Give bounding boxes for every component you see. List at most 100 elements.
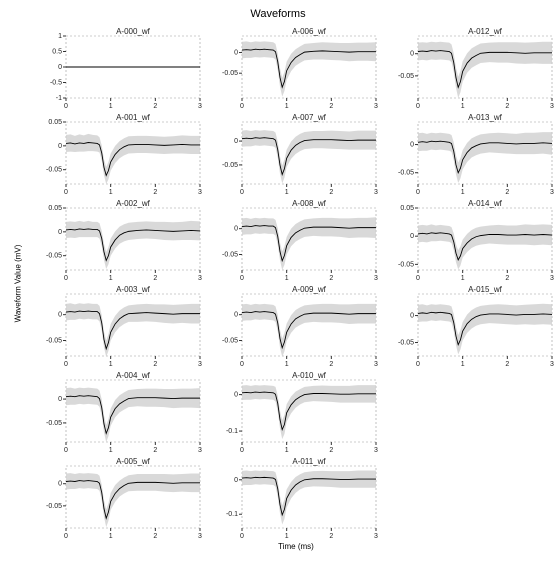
subplot-title: A-001_wf — [116, 113, 151, 122]
x-tick-label: 2 — [329, 533, 333, 540]
x-tick-label: 1 — [109, 361, 113, 368]
y-tick-label: -0.1 — [226, 511, 238, 518]
x-tick-label: 2 — [505, 275, 509, 282]
y-tick-label: 0.5 — [52, 49, 62, 56]
y-tick-label: -0.05 — [46, 338, 62, 345]
subplot-title: A-005_wf — [116, 457, 151, 466]
x-tick-label: 1 — [109, 447, 113, 454]
x-tick-label: 3 — [198, 103, 202, 110]
y-tick-label: 0 — [58, 396, 62, 403]
x-tick-label: 3 — [550, 361, 554, 368]
x-tick-label: 2 — [153, 533, 157, 540]
x-tick-label: 1 — [285, 189, 289, 196]
y-tick-label: -0.05 — [46, 503, 62, 510]
panel-slot — [388, 370, 556, 454]
waveform-panel: 0123-0.050A-013_wf — [388, 112, 556, 196]
x-tick-label: 2 — [329, 189, 333, 196]
x-tick-label: 0 — [64, 361, 68, 368]
x-tick-label: 2 — [329, 447, 333, 454]
confidence-band — [242, 470, 376, 524]
x-tick-label: 2 — [505, 361, 509, 368]
x-tick-label: 2 — [329, 275, 333, 282]
x-tick-label: 3 — [198, 361, 202, 368]
y-tick-label: -0.05 — [46, 420, 62, 427]
subplot-title: A-006_wf — [292, 27, 327, 36]
panel-slot: 0123-1-0.500.51A-000_wf — [36, 26, 204, 110]
x-axis-label: Time (ms) — [36, 542, 556, 558]
y-tick-label: -0.05 — [46, 253, 62, 260]
x-tick-label: 2 — [153, 275, 157, 282]
x-tick-label: 0 — [416, 189, 420, 196]
y-tick-label: 0 — [234, 138, 238, 145]
subplot-title: A-012_wf — [468, 27, 503, 36]
y-tick-label: 0.05 — [400, 205, 414, 212]
waveform-panel: 0123-0.0500.05A-002_wf — [36, 198, 204, 282]
x-tick-label: 1 — [285, 447, 289, 454]
subplot-title: A-007_wf — [292, 113, 327, 122]
subplot-title: A-014_wf — [468, 199, 503, 208]
panel-slot: 0123-0.050A-004_wf — [36, 370, 204, 454]
y-tick-label: -0.05 — [222, 252, 238, 259]
y-tick-label: -0.05 — [222, 338, 238, 345]
waveform-panel: 0123-0.050A-005_wf — [36, 456, 204, 540]
panel-slot: 0123-0.0500.05A-014_wf — [388, 198, 556, 282]
subplot-title: A-011_wf — [292, 457, 326, 466]
subplot-title: A-000_wf — [116, 27, 151, 36]
y-tick-label: 0 — [58, 143, 62, 150]
y-tick-label: -0.05 — [398, 73, 414, 80]
x-tick-label: 3 — [198, 189, 202, 196]
x-tick-label: 2 — [153, 447, 157, 454]
y-tick-label: 0 — [410, 51, 414, 58]
x-tick-label: 2 — [505, 189, 509, 196]
x-tick-label: 0 — [240, 103, 244, 110]
x-tick-label: 3 — [550, 189, 554, 196]
x-tick-label: 3 — [198, 275, 202, 282]
panel-slot: 0123-0.10A-010_wf — [212, 370, 380, 454]
panel-slot: 0123-0.0500.05A-001_wf — [36, 112, 204, 196]
x-tick-label: 0 — [240, 275, 244, 282]
waveform-panel: 0123-0.10A-011_wf — [212, 456, 380, 540]
y-tick-label: -0.05 — [222, 162, 238, 169]
y-tick-label: -0.05 — [46, 167, 62, 174]
subplot-title: A-009_wf — [292, 285, 327, 294]
panel-slot: 0123-0.0500.05A-002_wf — [36, 198, 204, 282]
subplot-title: A-015_wf — [468, 285, 503, 294]
confidence-band — [242, 385, 376, 439]
x-tick-label: 0 — [64, 103, 68, 110]
confidence-band — [66, 134, 200, 184]
x-tick-label: 0 — [64, 533, 68, 540]
subplot-title: A-002_wf — [116, 199, 151, 208]
y-tick-label: 0 — [234, 392, 238, 399]
panel-slot: 0123-0.050A-015_wf — [388, 284, 556, 368]
panel-slot: 0123-0.050A-013_wf — [388, 112, 556, 196]
y-tick-label: 0 — [58, 481, 62, 488]
panel-border — [242, 294, 376, 356]
panel-slot: 0123-0.050A-009_wf — [212, 284, 380, 368]
x-tick-label: 2 — [505, 103, 509, 110]
x-tick-label: 2 — [329, 361, 333, 368]
subplot-title: A-010_wf — [292, 371, 327, 380]
y-tick-label: -0.05 — [398, 261, 414, 268]
y-tick-label: -1 — [56, 95, 62, 102]
x-tick-label: 1 — [109, 533, 113, 540]
panel-slot: 0123-0.050A-012_wf — [388, 26, 556, 110]
x-tick-label: 1 — [461, 361, 465, 368]
waveform-panel: 0123-0.050A-009_wf — [212, 284, 380, 368]
x-tick-label: 0 — [64, 447, 68, 454]
x-tick-label: 1 — [109, 189, 113, 196]
waveform-panel: 0123-0.050A-012_wf — [388, 26, 556, 110]
panel-border — [66, 294, 200, 356]
panel-slot — [388, 456, 556, 540]
x-tick-label: 0 — [240, 533, 244, 540]
x-tick-label: 1 — [285, 361, 289, 368]
y-tick-label: -0.1 — [226, 428, 238, 435]
x-tick-label: 3 — [374, 103, 378, 110]
waveform-panel: 0123-0.0500.05A-014_wf — [388, 198, 556, 282]
confidence-band — [418, 42, 552, 98]
x-tick-label: 1 — [461, 189, 465, 196]
panel-slot: 0123-0.050A-005_wf — [36, 456, 204, 540]
y-tick-label: 0.05 — [48, 205, 62, 212]
panel-slot: 0123-0.050A-003_wf — [36, 284, 204, 368]
y-axis-label: Waveform Value (mV) — [14, 244, 23, 322]
waveform-panel: 0123-0.050A-008_wf — [212, 198, 380, 282]
